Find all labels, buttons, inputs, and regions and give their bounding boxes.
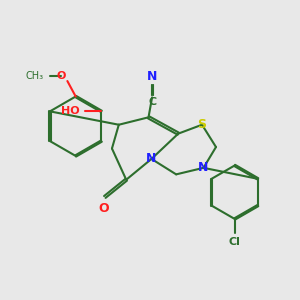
Text: S: S — [197, 118, 206, 131]
Text: Cl: Cl — [229, 237, 241, 247]
Text: N: N — [198, 161, 209, 174]
Text: N: N — [147, 70, 157, 83]
Text: C: C — [148, 97, 156, 106]
Text: HO: HO — [61, 106, 80, 116]
Text: O: O — [57, 71, 66, 81]
Text: O: O — [98, 202, 109, 215]
Text: N: N — [146, 152, 157, 165]
Text: CH₃: CH₃ — [26, 71, 44, 81]
